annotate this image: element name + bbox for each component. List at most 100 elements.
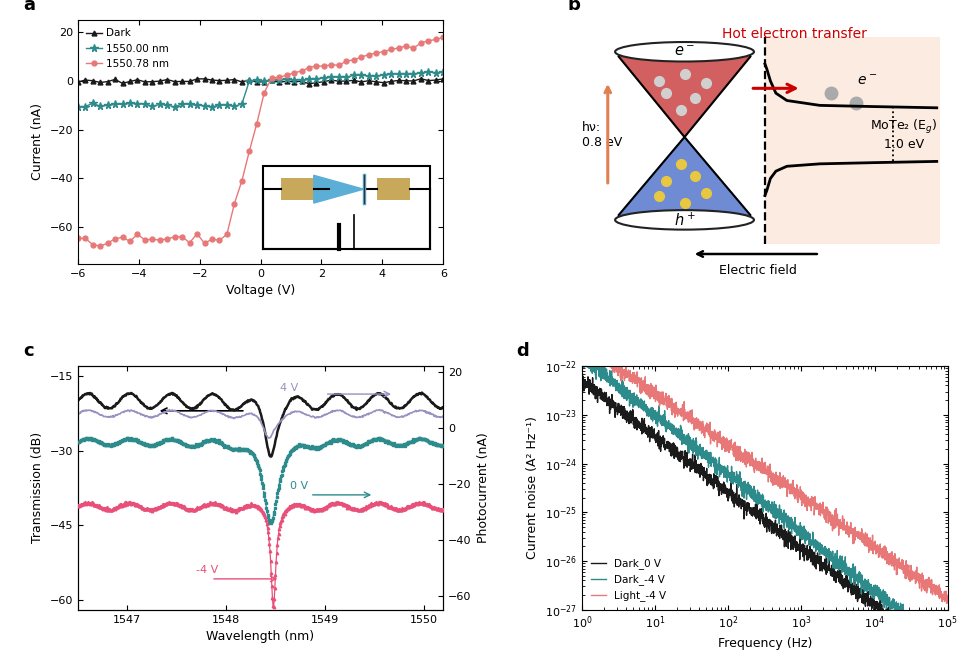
Dark bbox=[109, 76, 121, 84]
Bar bbox=[765, 37, 940, 245]
Dark bbox=[363, 76, 374, 84]
1550.00 nm bbox=[206, 103, 218, 111]
Dark_0 V bbox=[941, 664, 953, 670]
1550.00 nm bbox=[176, 100, 188, 108]
Dark bbox=[102, 78, 114, 86]
1550.00 nm bbox=[124, 99, 136, 107]
1550.00 nm bbox=[266, 76, 278, 84]
Dark bbox=[131, 76, 143, 84]
Y-axis label: Current noise (A² Hz⁻¹): Current noise (A² Hz⁻¹) bbox=[527, 417, 539, 559]
Dark bbox=[393, 76, 404, 84]
1550.00 nm bbox=[198, 102, 210, 110]
1550.78 nm bbox=[273, 73, 285, 81]
Dark_0 V bbox=[595, 385, 607, 393]
1550.00 nm bbox=[415, 69, 427, 77]
1550.00 nm bbox=[139, 100, 151, 108]
1550.00 nm bbox=[363, 72, 374, 80]
Dark bbox=[266, 76, 278, 84]
Y-axis label: Transmission (dB): Transmission (dB) bbox=[31, 432, 44, 543]
1550.78 nm bbox=[393, 44, 404, 52]
Dark bbox=[124, 78, 136, 86]
Dark bbox=[385, 77, 397, 85]
Ellipse shape bbox=[615, 210, 754, 230]
1550.00 nm bbox=[228, 103, 240, 111]
Dark_-4 V bbox=[931, 632, 943, 640]
Dark bbox=[198, 75, 210, 83]
1550.78 nm bbox=[348, 56, 360, 64]
Dark bbox=[311, 78, 323, 86]
1550.78 nm bbox=[370, 49, 382, 57]
Line: Dark_-4 V: Dark_-4 V bbox=[582, 350, 948, 657]
Dark bbox=[326, 76, 337, 84]
Dark bbox=[169, 78, 181, 86]
Dark bbox=[378, 78, 390, 86]
Dark bbox=[333, 77, 345, 85]
1550.00 nm bbox=[184, 100, 195, 109]
1550.78 nm bbox=[72, 234, 84, 243]
1550.00 nm bbox=[430, 69, 441, 77]
Dark_0 V bbox=[576, 377, 588, 385]
X-axis label: Frequency (Hz): Frequency (Hz) bbox=[717, 636, 813, 650]
1550.78 nm bbox=[289, 69, 300, 77]
1550.78 nm bbox=[221, 230, 232, 238]
1550.78 nm bbox=[326, 61, 337, 69]
Dark_-4 V bbox=[931, 636, 943, 644]
Dark_-4 V bbox=[754, 494, 766, 502]
Dark_0 V bbox=[931, 647, 943, 655]
Line: Light_-4 V: Light_-4 V bbox=[582, 333, 948, 604]
Dark_-4 V bbox=[595, 373, 607, 381]
1550.78 nm bbox=[147, 235, 158, 243]
1550.78 nm bbox=[244, 147, 256, 155]
1550.78 nm bbox=[124, 237, 136, 245]
1550.78 nm bbox=[191, 230, 203, 238]
Light_-4 V bbox=[864, 534, 876, 542]
Dark_-4 V bbox=[864, 591, 876, 599]
Y-axis label: Current (nA): Current (nA) bbox=[31, 103, 44, 180]
Polygon shape bbox=[619, 57, 750, 137]
Polygon shape bbox=[619, 137, 750, 215]
1550.00 nm bbox=[109, 100, 121, 108]
1550.00 nm bbox=[147, 103, 158, 111]
1550.78 nm bbox=[236, 177, 248, 185]
Dark bbox=[415, 74, 427, 82]
Dark_-4 V bbox=[576, 348, 588, 356]
1550.78 nm bbox=[169, 232, 181, 241]
Dark bbox=[370, 78, 382, 86]
Text: a: a bbox=[23, 0, 35, 14]
Y-axis label: Photocurrent (nA): Photocurrent (nA) bbox=[477, 433, 490, 543]
1550.78 nm bbox=[154, 236, 165, 244]
Dark bbox=[303, 80, 315, 88]
Light_-4 V bbox=[931, 590, 943, 598]
1550.78 nm bbox=[161, 235, 173, 243]
1550.78 nm bbox=[102, 239, 114, 247]
Light_-4 V bbox=[754, 464, 766, 472]
1550.78 nm bbox=[415, 39, 427, 47]
Light_-4 V bbox=[941, 600, 953, 608]
1550.78 nm bbox=[184, 239, 195, 247]
1550.00 nm bbox=[244, 77, 256, 85]
Dark bbox=[236, 78, 248, 86]
1550.00 nm bbox=[154, 100, 165, 109]
1550.78 nm bbox=[176, 233, 188, 241]
1550.78 nm bbox=[407, 44, 419, 52]
Dark bbox=[72, 78, 84, 86]
Dark bbox=[281, 77, 293, 85]
Line: 1550.78 nm: 1550.78 nm bbox=[75, 35, 446, 249]
1550.78 nm bbox=[259, 88, 270, 96]
1550.00 nm bbox=[311, 75, 323, 83]
1550.00 nm bbox=[423, 68, 434, 76]
Dark bbox=[244, 76, 256, 84]
1550.78 nm bbox=[214, 237, 226, 245]
Light_-4 V bbox=[576, 329, 588, 337]
Dark bbox=[176, 78, 188, 86]
Light_-4 V bbox=[576, 331, 588, 339]
Dark_-4 V bbox=[576, 346, 588, 354]
1550.78 nm bbox=[400, 42, 412, 50]
Dark bbox=[161, 76, 173, 84]
1550.78 nm bbox=[295, 67, 307, 75]
Text: $e^-$: $e^-$ bbox=[857, 74, 878, 88]
X-axis label: Voltage (V): Voltage (V) bbox=[226, 284, 295, 297]
Text: Hot electron transfer: Hot electron transfer bbox=[722, 27, 867, 42]
Dark bbox=[206, 76, 218, 84]
Legend: Dark_0 V, Dark_-4 V, Light_-4 V: Dark_0 V, Dark_-4 V, Light_-4 V bbox=[587, 555, 670, 604]
